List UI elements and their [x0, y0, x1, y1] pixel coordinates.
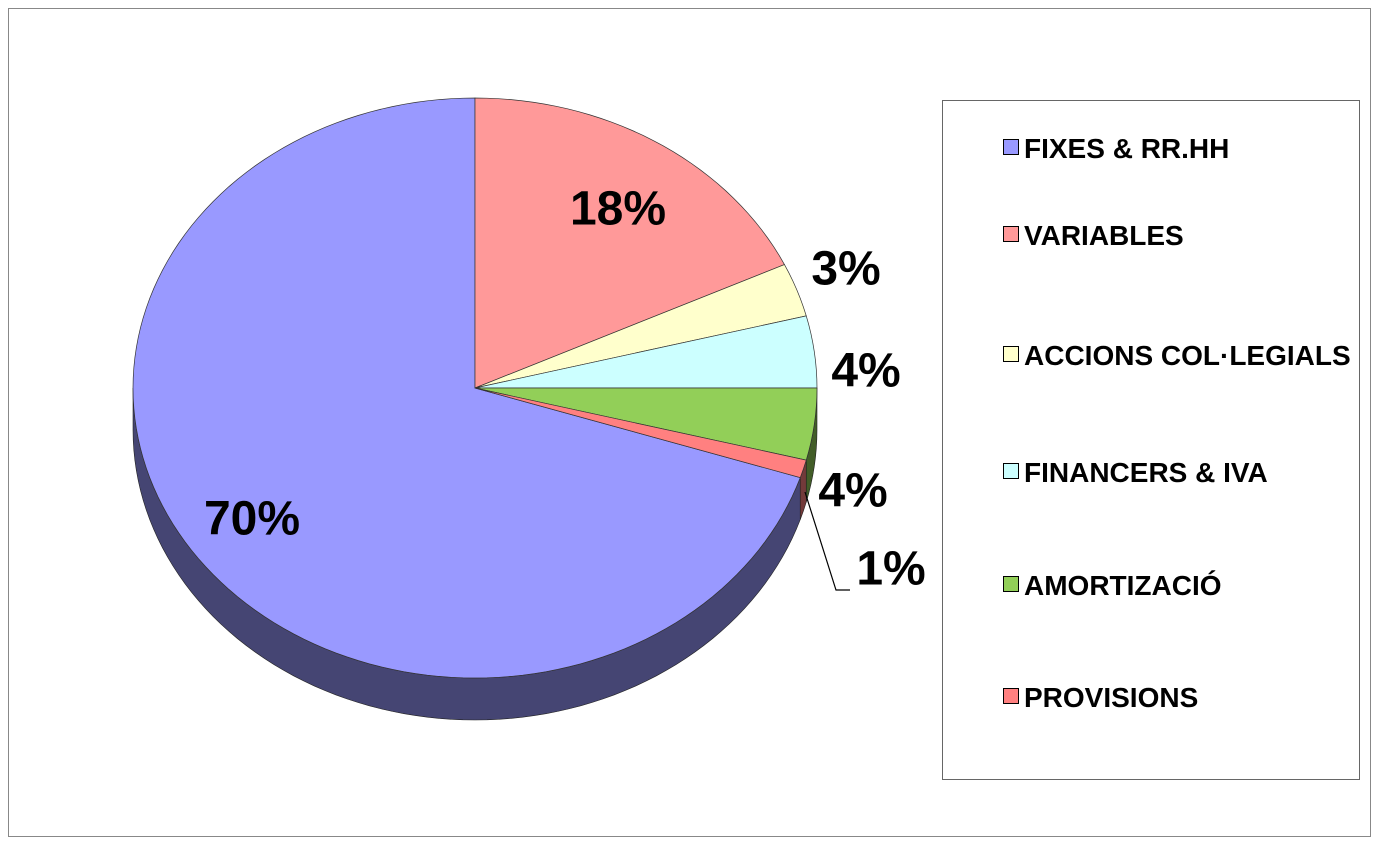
- slice: [474, 387, 807, 479]
- slice: [474, 264, 807, 389]
- data-label: 4%: [831, 345, 900, 398]
- slice: [474, 97, 785, 389]
- legend-label: VARIABLES: [1024, 220, 1184, 251]
- legend-entry: PROVISIONS: [1003, 680, 1354, 716]
- legend-entry: ACCIONS COL·LEGIALS: [1003, 338, 1354, 374]
- legend-swatch: [1003, 226, 1019, 242]
- chart-frame: [8, 8, 1371, 837]
- legend-entry: FINANCERS & IVA: [1003, 455, 1354, 491]
- legend-entry: VARIABLES: [1003, 218, 1354, 254]
- legend-label: FINANCERS & IVA: [1024, 457, 1268, 488]
- legend-swatch: [1003, 576, 1019, 592]
- legend-swatch: [1003, 346, 1019, 362]
- slice: [474, 387, 818, 461]
- legend: FIXES & RR.HH VARIABLES ACCIONS COL·LEGIAL…: [942, 100, 1360, 780]
- slice: [132, 97, 801, 679]
- legend-label: ACCIONS COL·LEGIALS: [1024, 340, 1351, 371]
- slice: [474, 315, 818, 389]
- legend-label: AMORTIZACIÓ: [1024, 570, 1222, 601]
- data-label: 18%: [570, 183, 666, 236]
- legend-swatch: [1003, 463, 1019, 479]
- data-label: 1%: [856, 543, 925, 596]
- leader-line: [804, 491, 850, 591]
- data-label: 4%: [818, 465, 887, 518]
- legend-entry: AMORTIZACIÓ: [1003, 568, 1354, 604]
- data-label: 3%: [811, 243, 880, 296]
- legend-swatch: [1003, 688, 1019, 704]
- legend-label: FIXES & RR.HH: [1024, 133, 1230, 164]
- data-label: 70%: [204, 493, 300, 546]
- legend-entry: FIXES & RR.HH: [1003, 131, 1354, 167]
- legend-label: PROVISIONS: [1024, 682, 1199, 713]
- legend-swatch: [1003, 139, 1019, 155]
